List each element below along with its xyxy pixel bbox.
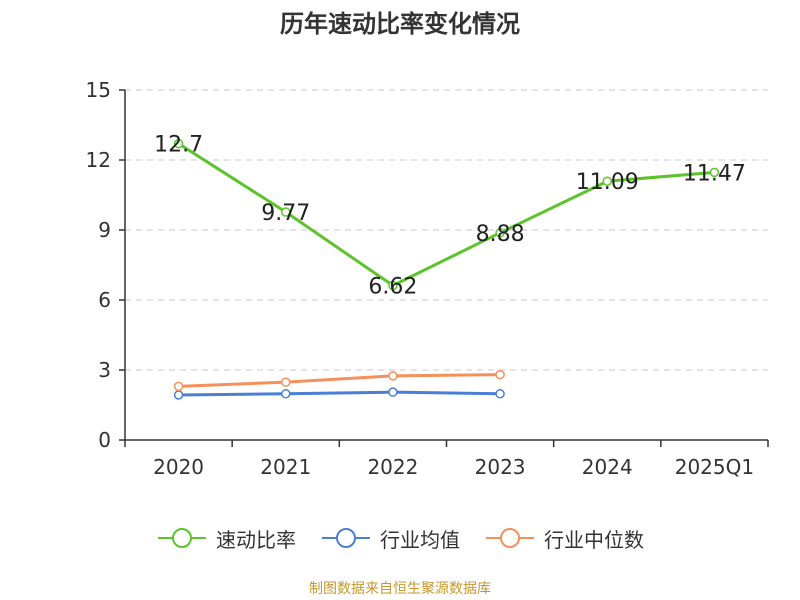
data-label: 12.7 [154, 133, 203, 158]
legend-line-circle-icon [322, 528, 370, 548]
series-line-0 [177, 142, 715, 288]
legend-label: 行业中位数 [544, 527, 644, 552]
y-tick-label: 3 [98, 358, 111, 382]
y-tick-label: 6 [98, 288, 111, 312]
data-label: 9.77 [261, 201, 310, 226]
grid-lines [125, 89, 768, 371]
legend-line-circle-icon [158, 528, 206, 548]
data-point [495, 228, 505, 238]
legend-label: 速动比率 [216, 527, 296, 552]
data-labels: 12.7 9.77 6.62 8.88 11.09 11.47 [154, 133, 746, 300]
data-label: 6.62 [368, 275, 417, 300]
data-point [173, 138, 184, 149]
x-tick-label: 2022 [367, 455, 418, 479]
legend-item[interactable]: 行业中位数 [484, 524, 644, 553]
y-tick-label: 15 [86, 78, 111, 102]
data-label: 11.09 [576, 170, 639, 195]
legend-item[interactable]: 速动比率 [156, 524, 296, 553]
data-point [388, 387, 398, 397]
data-point [602, 176, 612, 186]
legend-item[interactable]: 行业均值 [320, 524, 460, 553]
series-line-1 [178, 390, 501, 397]
legend-circle [500, 528, 520, 548]
series-line-2 [178, 373, 501, 388]
y-tick-label: 9 [98, 218, 111, 242]
series-lines [173, 138, 720, 400]
chart-title: 历年速动比率变化情况 [280, 10, 520, 38]
axes: 0 3 6 9 12 15 2020 2021 2022 2023 2024 2025Q1 [86, 78, 769, 479]
data-point [495, 389, 505, 399]
data-point [388, 280, 398, 291]
data-label: 8.88 [476, 222, 525, 247]
data-point [495, 369, 505, 380]
x-tick-label: 2025Q1 [675, 455, 754, 479]
x-tick-label: 2023 [475, 455, 526, 479]
x-tick-label: 2024 [582, 455, 633, 479]
source-footer: 制图数据来自恒生聚源数据库 [309, 581, 491, 597]
data-point [388, 371, 398, 381]
legend-line-circle-icon [486, 528, 534, 548]
y-tick-label: 0 [98, 428, 111, 452]
data-point [281, 377, 291, 387]
data-point [173, 381, 184, 392]
legend: 速动比率 行业均值 行业中位数 [0, 518, 800, 558]
data-point [173, 390, 184, 400]
legend-label: 行业均值 [380, 527, 460, 552]
data-point [709, 167, 720, 178]
data-label: 11.47 [683, 161, 746, 186]
x-tick-label: 2020 [153, 455, 204, 479]
legend-circle [336, 528, 356, 548]
x-tick-label: 2021 [260, 455, 311, 479]
data-point [281, 207, 291, 217]
data-point [281, 389, 291, 399]
y-tick-label: 12 [86, 148, 111, 172]
legend-circle [172, 528, 192, 548]
